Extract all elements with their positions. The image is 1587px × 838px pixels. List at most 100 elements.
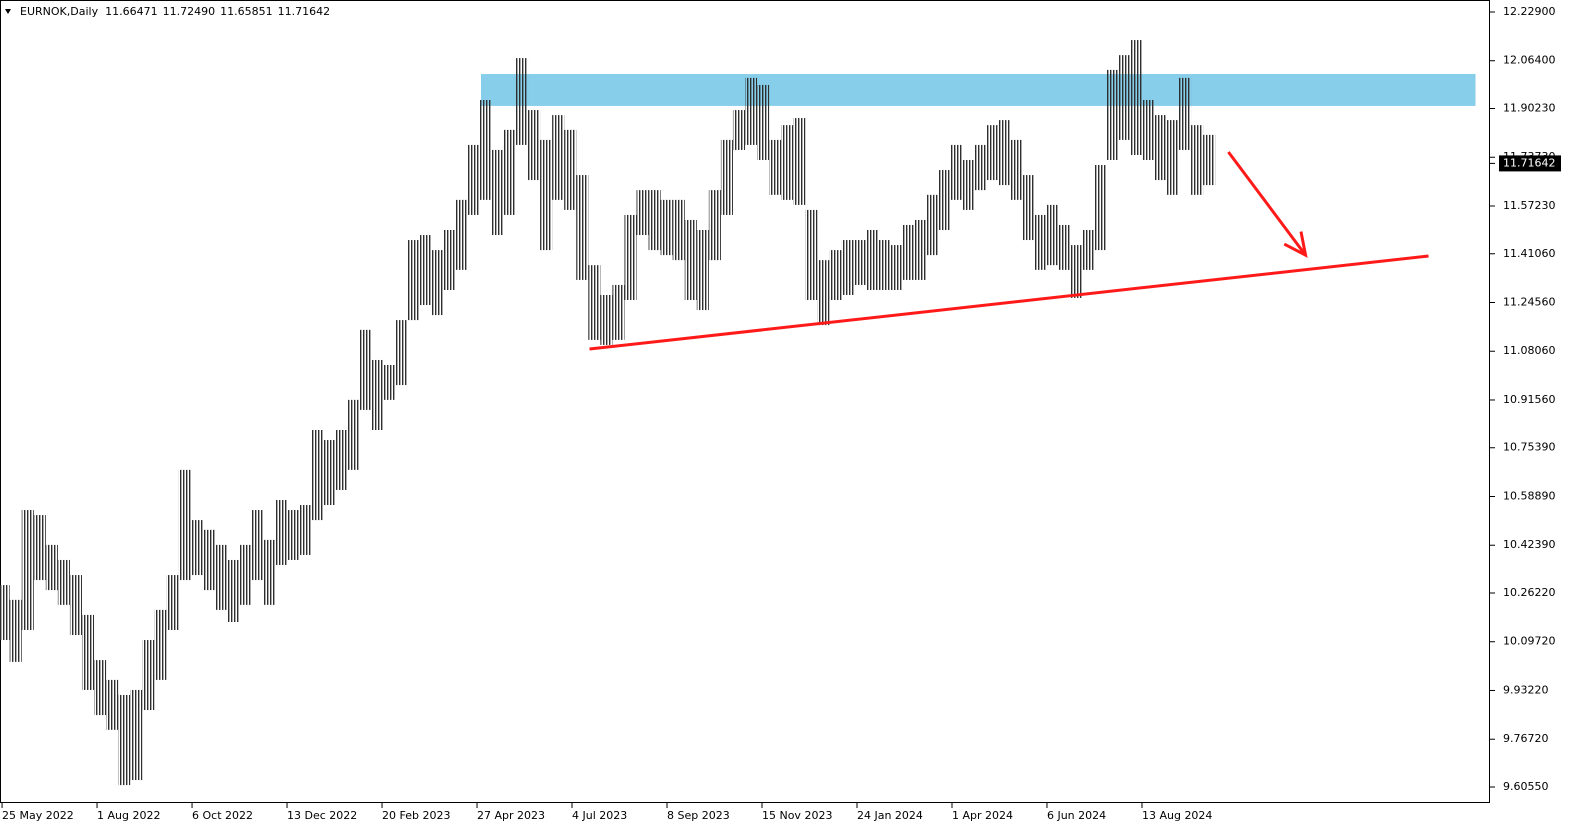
y-tick-label: 9.76720: [1503, 732, 1549, 745]
y-tick-label: 11.24560: [1503, 295, 1556, 308]
price-bar: [865, 230, 878, 290]
price-bar: [757, 84, 770, 160]
y-tick-label: 12.06400: [1503, 54, 1556, 67]
price-bar: [455, 199, 468, 270]
price-bar: [274, 500, 287, 565]
price-bar: [528, 110, 541, 181]
price-bar: [335, 429, 348, 490]
price-bar: [118, 694, 131, 786]
y-tick-label: 9.60550: [1503, 780, 1549, 793]
price-bar: [359, 329, 372, 410]
menu-triangle[interactable]: [5, 9, 11, 14]
price-bar: [1046, 204, 1059, 266]
price-bar: [769, 139, 782, 195]
price-bar: [576, 175, 589, 280]
price-bar: [648, 190, 661, 251]
y-tick-label: 10.09720: [1503, 635, 1556, 648]
price-bar: [142, 640, 155, 711]
price-bar: [166, 575, 179, 630]
price-bar: [612, 284, 625, 340]
price-bar: [781, 125, 794, 200]
forecast-arrow: [1227, 151, 1308, 258]
price-bar: [238, 544, 251, 605]
price-bar: [745, 77, 758, 145]
y-tick-label: 12.22900: [1503, 5, 1556, 18]
price-bar: [1034, 214, 1047, 270]
price-bar: [371, 359, 384, 430]
y-tick-label: 9.93220: [1503, 683, 1549, 696]
price-bar: [503, 129, 516, 215]
price-bar: [250, 510, 263, 581]
price-bar: [588, 265, 601, 340]
price-bar: [190, 520, 203, 576]
y-tick-label: 11.41060: [1503, 247, 1556, 260]
price-bar: [1070, 245, 1083, 298]
price-bar: [660, 199, 673, 256]
x-tick-label: 6 Oct 2022: [192, 809, 253, 822]
price-bar: [1191, 125, 1204, 195]
last-price-box: [1499, 155, 1561, 172]
price-bar: [708, 190, 721, 261]
header-close: 11.71642: [278, 5, 331, 18]
header-open: 11.66471: [105, 5, 158, 18]
symbol: EURNOK,Daily: [20, 5, 99, 18]
price-bar: [817, 260, 830, 326]
price-bar: [925, 194, 938, 256]
price-bar: [1106, 69, 1119, 160]
price-bar: [829, 250, 842, 301]
x-tick-label: 1 Aug 2022: [97, 809, 160, 822]
x-tick-label: 4 Jul 2023: [572, 809, 627, 822]
price-bar: [33, 515, 46, 581]
price-bar: [21, 510, 34, 630]
price-bar: [491, 149, 504, 236]
price-bar: [202, 529, 215, 591]
y-tick-label: 11.90230: [1503, 102, 1556, 115]
price-bar: [841, 240, 854, 295]
price-bar: [684, 219, 697, 301]
price-bar: [889, 245, 902, 290]
price-bar: [998, 120, 1011, 186]
price-bar: [937, 170, 950, 231]
price-bar: [949, 144, 962, 200]
price-bar: [515, 58, 529, 145]
x-tick-label: 13 Aug 2024: [1142, 809, 1212, 822]
price-bar: [57, 559, 70, 605]
price-bar: [443, 230, 456, 290]
price-bar: [323, 440, 336, 506]
price-bar: [1094, 165, 1107, 251]
price-bar: [1142, 100, 1155, 160]
price-bar: [986, 125, 999, 181]
price-bar: [1178, 77, 1192, 150]
price-bar: [696, 230, 709, 311]
price-bar: [130, 689, 143, 781]
price-bar: [552, 115, 565, 200]
price-bar: [732, 110, 745, 150]
price-bar: [407, 240, 420, 321]
price-bar: [347, 399, 360, 470]
price-bar: [793, 118, 806, 205]
last-price-label: 11.71642: [1503, 156, 1556, 169]
y-tick-label: 10.42390: [1503, 538, 1556, 551]
header-low: 11.65851: [220, 5, 273, 18]
price-bar: [178, 469, 191, 581]
price-bar: [0, 585, 10, 641]
x-tick-label: 13 Dec 2022: [287, 809, 357, 822]
price-bar: [9, 599, 22, 662]
price-bar: [600, 294, 613, 345]
price-bar: [479, 100, 492, 200]
price-bar: [974, 144, 987, 191]
price-bar: [1058, 224, 1071, 270]
price-bar: [853, 240, 866, 285]
price-bar: [214, 544, 227, 610]
resistance-zone: [480, 74, 1476, 106]
chart-header: EURNOK,Daily 11.66471 11.72490 11.65851 11.7…: [20, 5, 330, 18]
price-bar: [467, 144, 480, 215]
x-tick-label: 20 Feb 2023: [382, 809, 450, 822]
price-bar: [564, 129, 577, 210]
price-bar: [901, 224, 914, 280]
price-bar: [720, 139, 733, 215]
price-bar: [624, 214, 637, 301]
price-bar: [1166, 120, 1179, 195]
x-tick-label: 6 Jun 2024: [1047, 809, 1106, 822]
y-tick-label: 10.91560: [1503, 393, 1556, 406]
